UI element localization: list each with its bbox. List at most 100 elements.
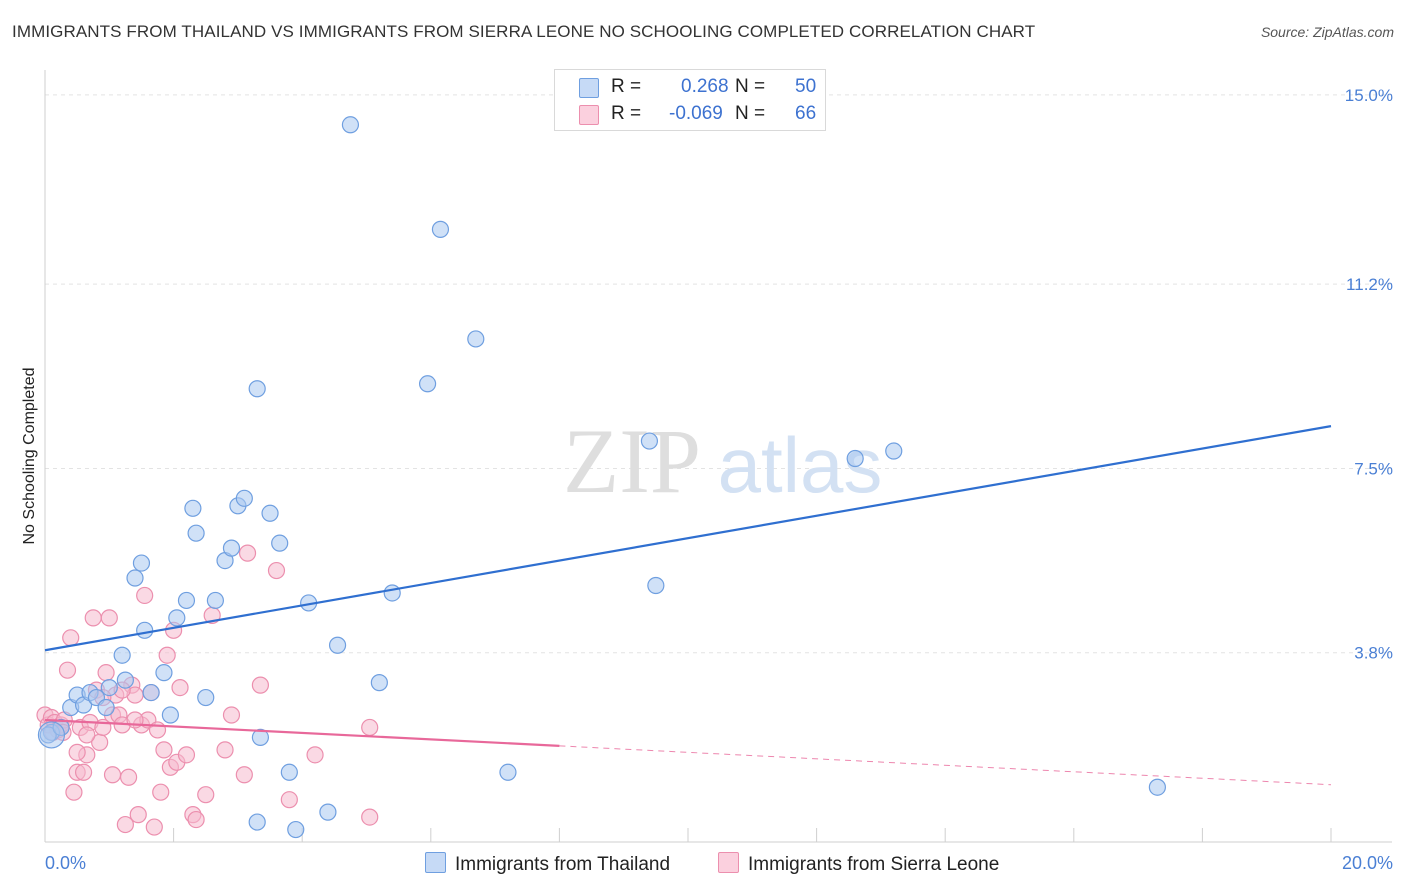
sierra-leone-point	[119, 768, 138, 786]
bottom-legend-swatch-sierra-leone	[718, 852, 739, 873]
thailand-point	[235, 489, 253, 507]
sierra-leone-point	[84, 609, 102, 627]
source-label: Source: ZipAtlas.com	[1260, 24, 1394, 40]
thailand-point	[341, 116, 360, 134]
sierra-leone-point	[197, 786, 215, 804]
thailand-point	[467, 330, 485, 348]
sierra-leone-point	[103, 766, 122, 784]
trend-line-sierra-leone	[44, 718, 560, 747]
sierra-leone-point	[100, 609, 118, 627]
sierra-leone-point	[68, 743, 86, 761]
thailand-point	[328, 636, 347, 654]
thailand-point	[280, 763, 298, 781]
thailand-point	[271, 534, 289, 552]
thailand-point	[132, 554, 151, 572]
thailand-point	[116, 671, 134, 689]
thailand-point	[248, 813, 266, 831]
legend-r-value: 0.268	[681, 76, 729, 97]
legend-n-value: 66	[795, 103, 817, 124]
bottom-legend-thailand: Immigrants from Thailand	[425, 852, 670, 876]
chart-title: IMMIGRANTS FROM THAILAND VS IMMIGRANTS F…	[12, 22, 1036, 41]
sierra-leone-point	[177, 746, 196, 764]
sierra-leone-point	[129, 806, 147, 824]
thailand-point	[287, 820, 305, 839]
data-points	[36, 116, 1166, 839]
bottom-legend-swatch-thailand	[425, 852, 446, 873]
thailand-point	[168, 609, 186, 627]
tick-labels: 3.8% 7.5% 11.2% 15.0% 0.0% 20.0%	[45, 86, 1393, 873]
thailand-point	[261, 504, 279, 522]
sierra-leone-point	[267, 561, 286, 580]
thailand-point	[431, 220, 450, 238]
sierra-leone-point	[235, 766, 253, 784]
thailand-point	[319, 803, 337, 821]
sierra-leone-point	[171, 678, 189, 697]
thailand-point	[1148, 778, 1166, 796]
thailand-point	[136, 621, 154, 639]
y-tick-label: 7.5%	[1354, 459, 1393, 478]
bottom-legend-label-sierra-leone: Immigrants from Sierra Leone	[748, 854, 1000, 875]
x-tick-label: 0.0%	[45, 853, 86, 873]
thailand-point	[161, 706, 179, 724]
thailand-point	[113, 646, 131, 664]
thailand-point	[370, 674, 388, 692]
watermark-zip: ZIP	[563, 410, 701, 512]
sierra-leone-point	[155, 741, 173, 759]
correlation-legend: R = 0.268 N = 50 R = -0.069 N = 66	[554, 69, 826, 131]
sierra-leone-point	[97, 664, 115, 682]
thailand-point	[100, 678, 118, 697]
sierra-leone-point	[136, 586, 154, 605]
sierra-leone-point	[78, 726, 96, 744]
grid-lines	[45, 94, 1392, 654]
sierra-leone-point	[158, 646, 176, 664]
thailand-point	[177, 591, 196, 610]
sierra-leone-point	[152, 783, 170, 801]
thailand-point	[885, 442, 903, 460]
legend-swatch-sierra-leone	[579, 105, 599, 125]
thailand-point	[197, 688, 215, 707]
thailand-point	[187, 524, 205, 542]
y-axis-label: No Schooling Completed	[21, 368, 38, 545]
legend-r-value: -0.069	[669, 103, 723, 124]
trend-lines	[44, 425, 1332, 786]
legend-n-label: N =	[735, 103, 766, 124]
thailand-point	[184, 499, 202, 517]
legend-n-value: 50	[795, 76, 817, 97]
y-tick-label: 3.8%	[1354, 644, 1393, 663]
thailand-point	[126, 569, 144, 587]
sierra-leone-point	[58, 661, 77, 679]
thailand-point	[37, 721, 66, 749]
thailand-point	[499, 763, 517, 781]
sierra-leone-point	[62, 629, 80, 647]
thailand-point	[640, 432, 659, 450]
trend-line-sierra-leone-dashed	[559, 745, 1332, 786]
trend-line-thailand	[44, 425, 1332, 652]
sierra-leone-point	[116, 815, 134, 834]
thailand-point	[383, 584, 401, 602]
thailand-point	[206, 591, 224, 610]
bottom-legend-sierra-leone: Immigrants from Sierra Leone	[718, 852, 999, 876]
sierra-leone-point	[187, 810, 205, 829]
bottom-legend-label-thailand: Immigrants from Thailand	[455, 854, 671, 875]
sierra-leone-point	[238, 544, 257, 562]
legend-n-label: N =	[735, 76, 766, 97]
sierra-leone-point	[306, 746, 324, 764]
sierra-leone-point	[222, 706, 241, 724]
thailand-point	[248, 380, 266, 398]
thailand-point	[97, 698, 115, 717]
thailand-point	[222, 539, 241, 557]
sierra-leone-point	[145, 818, 163, 836]
legend-r-label: R =	[611, 103, 642, 124]
sierra-leone-point	[216, 741, 234, 759]
sierra-leone-point	[361, 808, 379, 826]
thailand-point	[142, 683, 160, 702]
y-tick-label: 11.2%	[1346, 275, 1393, 294]
sierra-leone-point	[65, 783, 83, 801]
sierra-leone-point	[74, 763, 93, 781]
sierra-leone-point	[251, 676, 270, 694]
legend-r-label: R =	[611, 76, 642, 97]
thailand-point	[418, 375, 437, 393]
thailand-point	[846, 449, 864, 468]
sierra-leone-point	[361, 718, 379, 737]
sierra-leone-point	[280, 791, 298, 809]
